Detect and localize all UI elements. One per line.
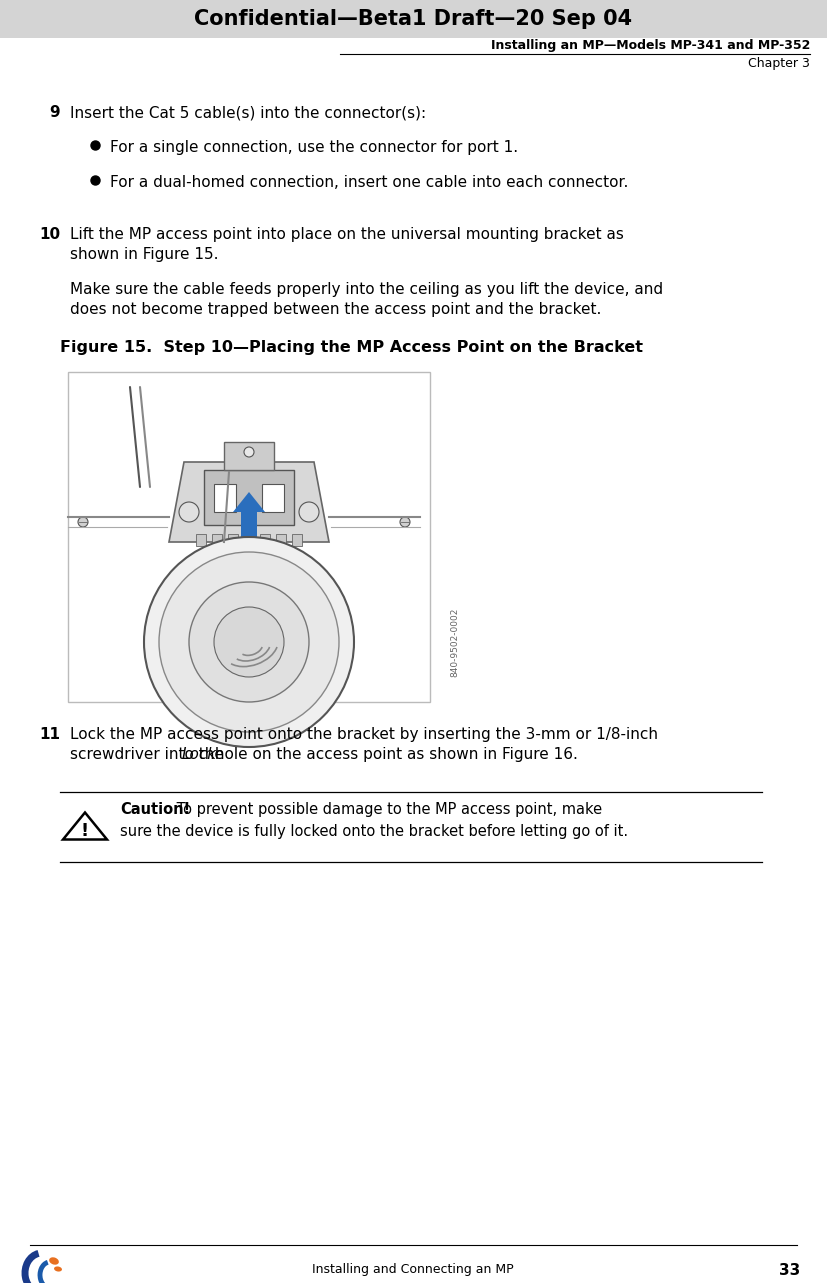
- Text: For a dual-homed connection, insert one cable into each connector.: For a dual-homed connection, insert one …: [110, 174, 629, 190]
- Text: Lock the MP access point onto the bracket by inserting the 3-mm or 1/8-inch: Lock the MP access point onto the bracke…: [70, 727, 658, 742]
- Text: Caution!: Caution!: [120, 802, 190, 817]
- Polygon shape: [233, 491, 265, 512]
- Text: Lock: Lock: [182, 747, 218, 762]
- Text: Figure 15.  Step 10—Placing the MP Access Point on the Bracket: Figure 15. Step 10—Placing the MP Access…: [60, 340, 643, 355]
- Text: Installing and Connecting an MP: Installing and Connecting an MP: [312, 1262, 514, 1277]
- Text: !: !: [81, 822, 89, 840]
- Bar: [292, 534, 302, 547]
- Bar: [214, 484, 236, 512]
- Bar: [68, 372, 430, 702]
- Bar: [212, 534, 222, 547]
- Circle shape: [179, 502, 199, 522]
- Text: Confidential—Beta1 Draft—20 Sep 04: Confidential—Beta1 Draft—20 Sep 04: [194, 9, 632, 30]
- Text: 11: 11: [39, 727, 60, 742]
- Bar: [228, 534, 238, 547]
- Bar: [262, 484, 284, 512]
- Text: 9: 9: [50, 105, 60, 121]
- Circle shape: [400, 517, 410, 527]
- Circle shape: [299, 502, 319, 522]
- Circle shape: [78, 517, 88, 527]
- Text: For a single connection, use the connector for port 1.: For a single connection, use the connect…: [110, 140, 519, 155]
- Circle shape: [144, 538, 354, 747]
- Bar: [0, 0, 827, 38]
- Polygon shape: [63, 812, 107, 839]
- Text: sure the device is fully locked onto the bracket before letting go of it.: sure the device is fully locked onto the…: [120, 824, 629, 839]
- Text: 10: 10: [39, 227, 60, 242]
- Circle shape: [189, 582, 309, 702]
- Bar: [244, 534, 254, 547]
- Text: Chapter 3: Chapter 3: [748, 56, 810, 71]
- Bar: [241, 511, 257, 538]
- Ellipse shape: [49, 1257, 59, 1265]
- Bar: [224, 443, 274, 470]
- Bar: [196, 534, 206, 547]
- Text: hole on the access point as shown in Figure 16.: hole on the access point as shown in Fig…: [210, 747, 578, 762]
- Bar: [276, 534, 286, 547]
- Text: Make sure the cable feeds properly into the ceiling as you lift the device, and: Make sure the cable feeds properly into …: [70, 282, 663, 296]
- Circle shape: [244, 446, 254, 457]
- Circle shape: [159, 552, 339, 733]
- Text: screwdriver into the: screwdriver into the: [70, 747, 229, 762]
- Text: To prevent possible damage to the MP access point, make: To prevent possible damage to the MP acc…: [172, 802, 602, 817]
- Text: 840-9502-0002: 840-9502-0002: [451, 607, 460, 676]
- Text: Insert the Cat 5 cable(s) into the connector(s):: Insert the Cat 5 cable(s) into the conne…: [70, 105, 426, 121]
- Text: shown in Figure 15.: shown in Figure 15.: [70, 248, 218, 262]
- Text: 33: 33: [779, 1262, 800, 1278]
- Ellipse shape: [54, 1266, 62, 1271]
- Bar: [204, 470, 294, 525]
- Polygon shape: [169, 462, 329, 541]
- Bar: [260, 534, 270, 547]
- Text: Installing an MP—Models MP-341 and MP-352: Installing an MP—Models MP-341 and MP-35…: [490, 38, 810, 53]
- Circle shape: [214, 607, 284, 677]
- Text: does not become trapped between the access point and the bracket.: does not become trapped between the acce…: [70, 302, 601, 317]
- Text: Lift the MP access point into place on the universal mounting bracket as: Lift the MP access point into place on t…: [70, 227, 624, 242]
